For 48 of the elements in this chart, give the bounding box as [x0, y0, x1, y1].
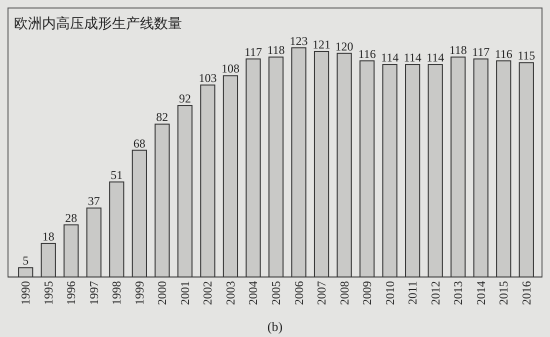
data-label: 118 — [267, 43, 285, 58]
data-label: 116 — [494, 46, 512, 61]
x-tick-label: 1995 — [41, 281, 56, 305]
x-tick-label: 2007 — [314, 281, 329, 305]
data-label: 37 — [88, 194, 100, 208]
data-label: 117 — [472, 44, 490, 59]
x-tick-label: 2011 — [406, 281, 420, 305]
x-tick-label: 2009 — [360, 281, 374, 305]
data-label: 82 — [156, 110, 168, 124]
data-label: 114 — [381, 50, 399, 65]
data-label: 120 — [335, 39, 354, 54]
x-tick-label: 1996 — [64, 281, 78, 305]
x-tick-label: 1990 — [18, 281, 33, 305]
x-tick-label: 2004 — [246, 281, 260, 305]
data-label: 92 — [178, 92, 191, 106]
x-tick-label: 2008 — [337, 281, 352, 305]
x-tick-label: 2016 — [519, 281, 534, 305]
x-tick-label: 2003 — [223, 281, 238, 305]
data-label: 115 — [518, 48, 536, 63]
x-tick-label: 2002 — [200, 281, 215, 305]
data-label: 108 — [221, 62, 240, 76]
x-tick-label: 2000 — [155, 281, 170, 305]
data-label: 5 — [22, 254, 29, 268]
x-tick-label: 1999 — [132, 281, 146, 305]
data-label: 103 — [198, 71, 217, 86]
x-tick-label: 2013 — [451, 281, 466, 305]
data-label: 117 — [244, 44, 262, 59]
x-tick-label: 2012 — [428, 281, 442, 305]
x-tick-label: 1997 — [86, 281, 101, 305]
data-label: 18 — [42, 229, 54, 244]
x-tick-label: 1998 — [110, 281, 124, 305]
data-label: 114 — [426, 50, 444, 65]
data-label: 28 — [65, 210, 78, 225]
x-tick-label: 2010 — [382, 281, 397, 305]
x-tick-label: 2001 — [178, 281, 192, 305]
data-label: 121 — [312, 37, 331, 52]
x-tick-label: 2015 — [496, 281, 511, 305]
data-label: 116 — [358, 46, 376, 61]
x-tick-label: 2014 — [474, 281, 488, 305]
data-label: 51 — [110, 168, 123, 182]
data-label: 68 — [133, 136, 146, 150]
data-label: 118 — [449, 43, 467, 58]
data-label: 114 — [404, 50, 422, 65]
chart-title: 欧洲内高压成形生产线数量 — [14, 16, 182, 32]
x-tick-label: 2006 — [292, 281, 306, 305]
x-tick-label: 2005 — [269, 281, 283, 305]
data-label: 123 — [290, 34, 308, 48]
text: (b) — [267, 319, 283, 334]
